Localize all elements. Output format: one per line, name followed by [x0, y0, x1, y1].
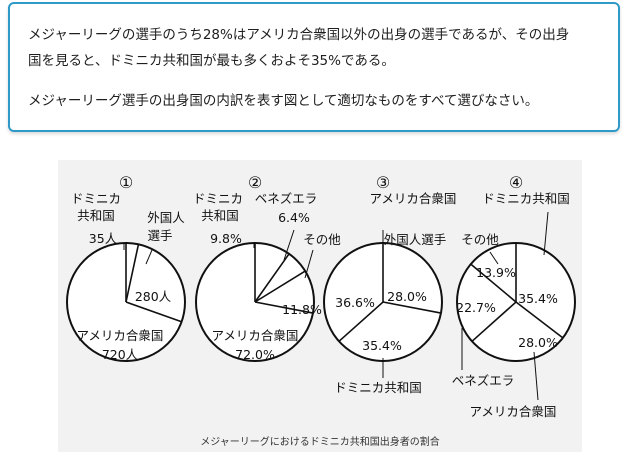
pie-2-slice-2 — [254, 253, 290, 303]
pie-4-slice-2-value: 28.0% — [518, 335, 558, 350]
pie-2-slice-3-label-1: その他 — [303, 232, 341, 247]
pie-1-slice-1-label-1: ドミニカ — [71, 191, 121, 206]
figure-panel: ① ドミニカ 共和国 35人 外国人 選手 280人 アメリカ合衆国 720人 ② ドミニカ 共和国 9… — [58, 160, 582, 452]
pie-2-slice-3 — [254, 270, 306, 303]
pie-4-slice-1-value: 35.4% — [518, 291, 558, 306]
question-text-line-1: メジャーリーグの選手のうち28%はアメリカ合衆国以外の出身の選手であるが、その出… — [28, 27, 570, 43]
pie-1-slice-3-value: 720人 — [102, 347, 139, 362]
question-text-line-2: 国を見ると、ドミニカ共和国が最も多くおよそ35%である。 — [28, 53, 395, 69]
pie-2-slice-2-leader — [283, 229, 295, 261]
pie-1-slice-1-value: 35人 — [89, 231, 118, 246]
pie-charts: ①ドミニカ共和国35人外国人選手280人アメリカ合衆国720人②ドミニカ共和国9… — [66, 173, 576, 419]
pie-2-slice-4-label-1: アメリカ合衆国 — [212, 328, 299, 343]
pie-2-slice-3-leader — [304, 249, 314, 279]
chart-number-3: ③ — [376, 173, 390, 192]
pie-2-slice-4 — [254, 301, 314, 314]
pie-1-slice-1-label-2: 共和国 — [77, 208, 115, 223]
pie-4-slice-4 — [470, 263, 517, 303]
figure-caption: メジャーリーグにおけるドミニカ共和国出身者の割合 — [200, 437, 440, 448]
pie-4-slice-1-leader — [543, 211, 549, 256]
pie-1-slice-3-label-1: アメリカ合衆国 — [77, 328, 164, 343]
pie-4-slice-1-label-1: ドミニカ共和国 — [482, 191, 570, 206]
pie-1-slice-2-value: 280人 — [135, 289, 172, 304]
question-box: メジャーリーグの選手のうち28%はアメリカ合衆国以外の出身の選手であるが、その出… — [8, 2, 620, 132]
question-text-line-3: メジャーリーグ選手の出身国の内訳を表す図として適切なものをすべて選びなさい。 — [28, 93, 539, 109]
pie-2-slice-2-label-1: ベネズエラ — [255, 191, 318, 206]
pie-1-slice-2 — [125, 244, 140, 303]
pie-2-slice-1-value: 9.8% — [210, 231, 242, 246]
pie-4-slice-4-label-1: その他 — [461, 232, 499, 247]
pie-3-slice-1-value: 28.0% — [387, 289, 427, 304]
pie-3-slice-2-label-1: ドミニカ共和国 — [334, 380, 422, 395]
chart-number-1: ① — [119, 173, 133, 192]
pie-4-slice-2-label-1: アメリカ合衆国 — [470, 404, 557, 419]
pie-4-slice-2 — [515, 301, 564, 339]
pie-2-slice-1-label-1: ドミニカ — [193, 191, 243, 206]
pie-3-slice-3 — [338, 301, 384, 342]
chart-number-4: ④ — [509, 173, 523, 192]
pie-4-slice-4-leader — [489, 251, 499, 265]
pie-2-slice-2-value: 6.4% — [278, 210, 310, 225]
pie-3-slice-3-value: 36.6% — [335, 295, 375, 310]
pie-3-slice-3-label-1: アメリカ合衆国 — [370, 191, 457, 206]
pie-4-slice-3-value: 22.7% — [456, 300, 496, 315]
pie-2-slice-3-value: 11.8% — [282, 302, 322, 317]
pie-1-slice-2-label-1: 外国人 — [147, 210, 185, 225]
pie-4-slice-2-leader — [533, 351, 539, 401]
pie-3-slice-2 — [382, 301, 442, 314]
pie-3-slice-1-label-1: 外国人選手 — [384, 232, 447, 247]
pie-2-slice-1-label-2: 共和国 — [201, 208, 239, 223]
pie-4-slice-3 — [471, 301, 517, 342]
pie-1-slice-2-leader — [145, 249, 153, 265]
pie-2-slice-4-value: 72.0% — [235, 347, 275, 362]
chart-number-2: ② — [248, 173, 262, 192]
pie-3-slice-2-value: 35.4% — [362, 338, 402, 353]
pie-4-slice-4-value: 13.9% — [476, 265, 516, 280]
pie-1-slice-3 — [125, 301, 182, 323]
pie-1-slice-2-label-2: 選手 — [147, 228, 172, 243]
pie-4-slice-3-label-1: ベネズエラ — [452, 373, 515, 388]
